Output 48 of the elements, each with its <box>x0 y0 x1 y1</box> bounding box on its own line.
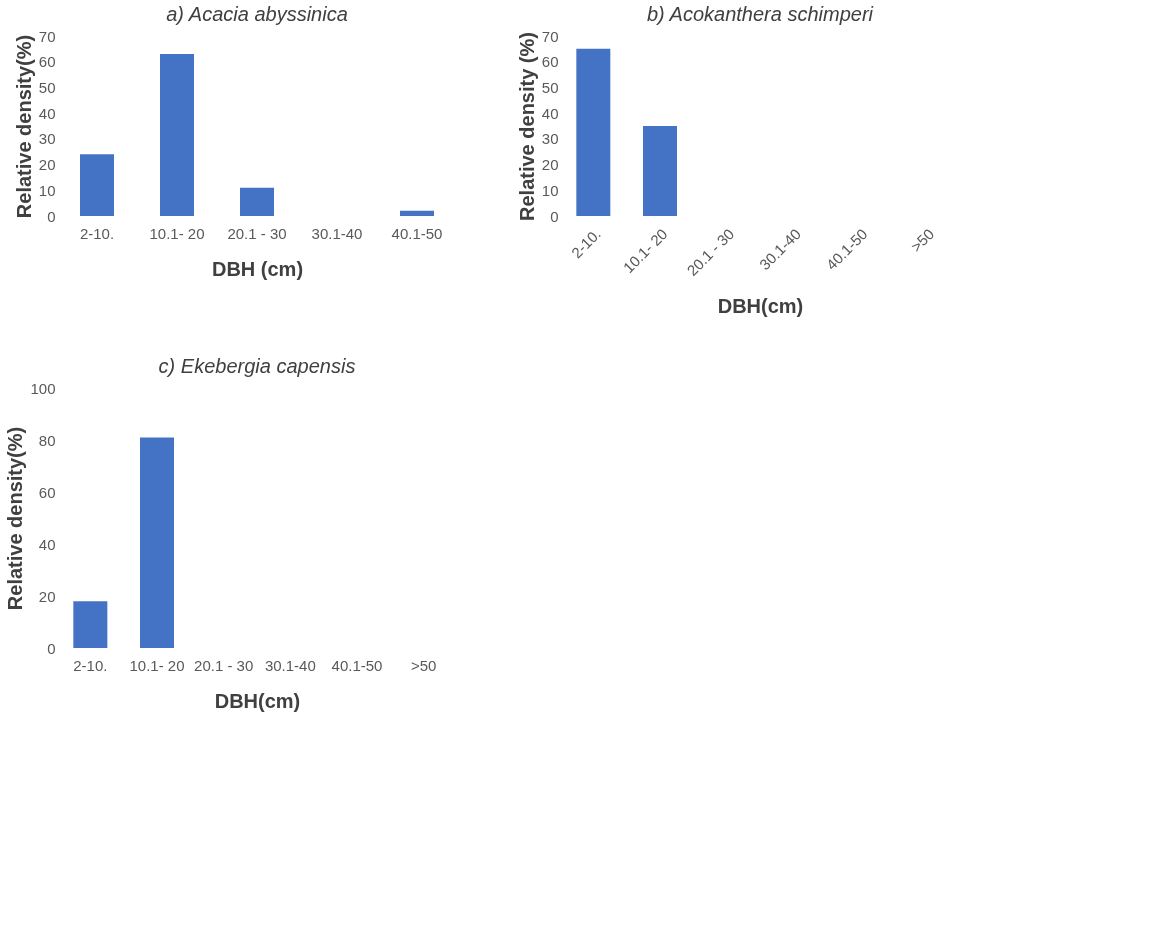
y-tick-label: 30 <box>38 130 56 148</box>
y-tick-label: 50 <box>541 78 559 96</box>
x-tick-label: 10.1- 20 <box>149 224 205 242</box>
y-tick-label: 40 <box>541 104 559 122</box>
x-tick-label: 2-10. <box>73 656 108 674</box>
y-tick-label: 70 <box>38 27 56 45</box>
y-tick-label: 20 <box>541 156 559 174</box>
x-tick-label: 20.1 - 30 <box>683 225 738 279</box>
bar <box>160 54 194 216</box>
y-axis-title: Relative density (%) <box>515 32 538 221</box>
x-tick-label: 20.1 - 30 <box>227 224 287 242</box>
x-tick-label: 30.1-40 <box>264 656 316 674</box>
x-axis-title: DBH(cm) <box>214 689 301 712</box>
x-axis-title: DBH (cm) <box>211 257 304 280</box>
y-tick-label: 50 <box>38 78 56 96</box>
y-axis-title: Relative density(%) <box>12 34 35 219</box>
y-tick-label: 0 <box>47 207 56 225</box>
chart-title: a) Acacia abyssinica <box>166 3 348 25</box>
bar <box>400 210 434 216</box>
y-tick-label: 60 <box>38 483 56 501</box>
x-tick-label: 40.1-50 <box>331 656 383 674</box>
chart-title: c) Ekebergia capensis <box>158 355 356 377</box>
y-tick-label: 0 <box>550 207 559 225</box>
x-tick-label: >50 <box>907 225 938 256</box>
bar <box>240 187 274 216</box>
y-tick-label: 40 <box>38 104 56 122</box>
x-tick-label: 30.1-40 <box>311 224 363 242</box>
x-tick-label: 10.1- 20 <box>129 656 185 674</box>
x-tick-label: 20.1 - 30 <box>194 656 254 674</box>
y-tick-label: 20 <box>38 587 56 605</box>
y-axis-title: Relative density(%) <box>4 426 27 611</box>
y-tick-label: 60 <box>38 53 56 71</box>
y-tick-label: 80 <box>38 431 56 449</box>
y-tick-label: 100 <box>30 379 56 397</box>
x-tick-label: >50 <box>410 656 437 674</box>
y-tick-label: 20 <box>38 156 56 174</box>
bar <box>80 154 114 216</box>
x-tick-label: 40.1-50 <box>391 224 443 242</box>
chart-title: b) Acokanthera schimperi <box>646 3 874 25</box>
y-tick-label: 30 <box>541 130 559 148</box>
x-axis-title: DBH(cm) <box>717 294 804 317</box>
y-tick-label: 0 <box>47 639 56 657</box>
y-tick-label: 10 <box>38 181 56 199</box>
y-tick-label: 40 <box>38 535 56 553</box>
y-tick-label: 60 <box>541 53 559 71</box>
y-tick-label: 70 <box>541 27 559 45</box>
y-tick-label: 10 <box>541 181 559 199</box>
x-tick-label: 2-10. <box>79 224 115 242</box>
